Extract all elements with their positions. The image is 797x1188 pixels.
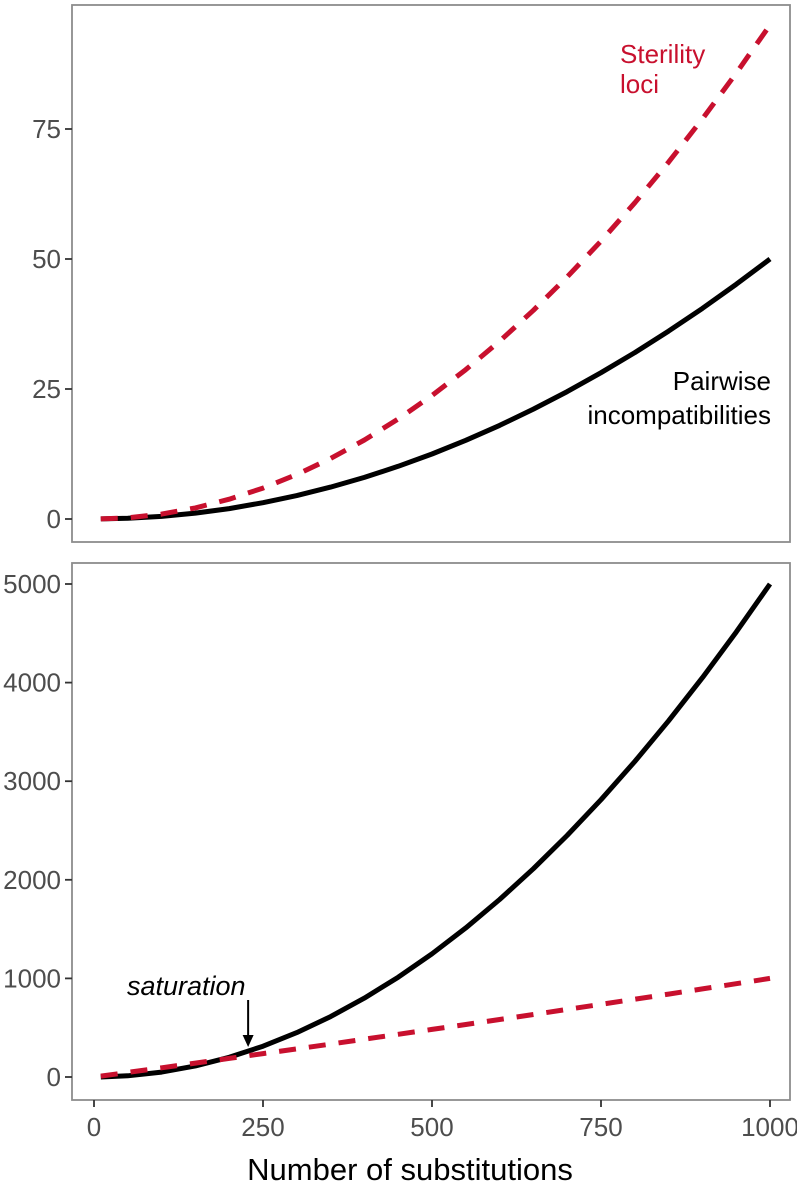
top-panel-border bbox=[71, 4, 791, 543]
y-tick-label: 75 bbox=[32, 114, 61, 144]
x-tick-label: 250 bbox=[241, 1112, 284, 1142]
x-tick-label: 0 bbox=[87, 1112, 101, 1142]
x-axis-title: Number of substitutions bbox=[247, 1152, 573, 1187]
y-tick-label: 50 bbox=[32, 244, 61, 274]
substitutions-saturation-bottom-curve bbox=[100, 975, 771, 1079]
bottom-panel-border bbox=[71, 562, 791, 1101]
y-tick-label: 0 bbox=[47, 504, 61, 534]
x-tick-label: 1000 bbox=[741, 1112, 797, 1142]
y-tick-label: 5000 bbox=[3, 569, 61, 599]
y-tick-label: 3000 bbox=[3, 766, 61, 796]
y-tick-label: 25 bbox=[32, 374, 61, 404]
legend-pairwise-line2: incompatibilities bbox=[587, 400, 771, 430]
panel-top: 0 25 50 75 bbox=[32, 23, 773, 534]
legend-sterility-loci-line2: loci bbox=[620, 69, 659, 99]
legend-sterility-loci-line1: Sterility bbox=[620, 39, 705, 69]
y-tick-label: 1000 bbox=[3, 963, 61, 993]
y-tick-label: 4000 bbox=[3, 668, 61, 698]
x-tick-label: 500 bbox=[410, 1112, 453, 1142]
pairwise-incompatibilities-bottom-curve bbox=[100, 582, 773, 1080]
legend-pairwise-line1: Pairwise bbox=[673, 366, 771, 396]
y-tick-label: 2000 bbox=[3, 865, 61, 895]
saturation-arrowhead bbox=[242, 1035, 254, 1048]
pairwise-incompatibilities-top-curve bbox=[100, 256, 772, 522]
panel-bottom: 0 1000 2000 3000 4000 5000 0 250 500 750 1000 bbox=[3, 569, 797, 1142]
sterility-loci-top-curve bbox=[100, 23, 773, 522]
saturation-annotation-label: saturation bbox=[127, 971, 246, 1001]
y-tick-label: 0 bbox=[47, 1062, 61, 1092]
x-tick-label: 750 bbox=[579, 1112, 622, 1142]
